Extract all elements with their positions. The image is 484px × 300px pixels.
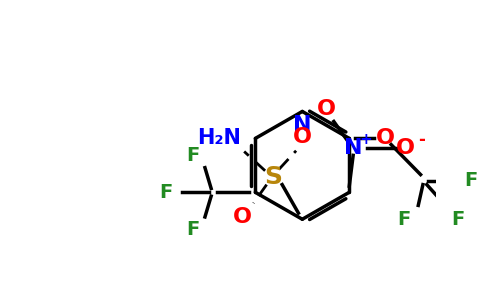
Text: F: F bbox=[186, 220, 199, 239]
Text: F: F bbox=[160, 183, 173, 202]
Text: O: O bbox=[396, 138, 415, 158]
Text: N: N bbox=[293, 115, 312, 135]
Text: F: F bbox=[451, 210, 465, 229]
Text: O: O bbox=[317, 99, 335, 119]
Text: N: N bbox=[344, 138, 363, 158]
Text: F: F bbox=[398, 210, 411, 229]
Text: H₂N: H₂N bbox=[197, 128, 241, 148]
Text: O: O bbox=[376, 128, 394, 148]
Text: -: - bbox=[418, 131, 425, 149]
Text: O: O bbox=[293, 127, 312, 147]
Text: F: F bbox=[464, 171, 478, 190]
Text: S: S bbox=[264, 165, 282, 189]
Text: +: + bbox=[359, 133, 372, 148]
Text: F: F bbox=[186, 146, 199, 165]
Text: O: O bbox=[233, 207, 252, 227]
